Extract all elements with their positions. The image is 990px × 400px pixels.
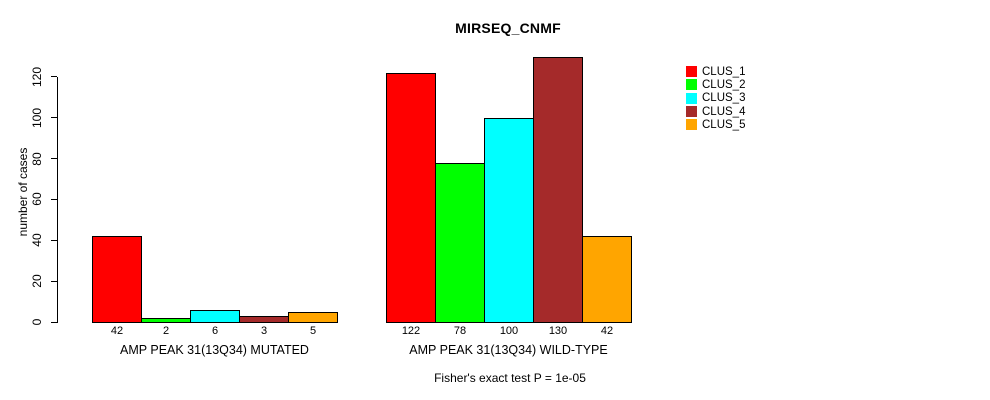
legend: CLUS_1 CLUS_2 CLUS_3 CLUS_4 CLUS_5 <box>686 65 745 131</box>
legend-swatch <box>686 106 697 118</box>
y-axis-tick-label: 40 <box>30 233 44 247</box>
bar-clus_2-group1 <box>141 317 191 323</box>
legend-label: CLUS_5 <box>702 118 746 131</box>
bar-value-label: 5 <box>309 325 317 337</box>
bar-clus_3-group1 <box>190 309 240 323</box>
y-axis-tick-label: 60 <box>30 192 44 207</box>
legend-item: CLUS_2 <box>686 78 745 91</box>
legend-item: CLUS_1 <box>686 65 745 78</box>
legend-label: CLUS_2 <box>702 78 746 91</box>
x-group-label-2: AMP PEAK 31(13Q34) WILD-TYPE <box>409 343 608 357</box>
bar-value-label: 42 <box>600 325 614 337</box>
bar-clus_4-group2 <box>533 56 583 323</box>
bar-clus_2-group2 <box>435 162 485 323</box>
bar-value-label: 78 <box>453 325 467 337</box>
legend-item: CLUS_3 <box>686 92 745 105</box>
bar-value-label: 2 <box>162 325 170 337</box>
legend-swatch <box>686 92 697 104</box>
bar-clus_1-group1 <box>92 236 142 323</box>
y-axis-tick <box>51 198 57 200</box>
bar-clus_5-group2 <box>582 236 632 323</box>
y-axis-tick <box>51 158 57 160</box>
y-axis-tick-label: 20 <box>30 274 44 288</box>
bar-value-label: 100 <box>499 325 519 337</box>
fisher-test-annotation: Fisher's exact test P = 1e-05 <box>434 371 586 385</box>
bar-value-label: 42 <box>110 325 124 337</box>
x-group-label-1: AMP PEAK 31(13Q34) MUTATED <box>120 343 309 357</box>
y-axis-tick <box>51 280 57 282</box>
legend-label: CLUS_3 <box>702 92 746 105</box>
y-axis-tick <box>51 321 57 323</box>
legend-label: CLUS_4 <box>702 105 746 118</box>
bar-clus_3-group2 <box>484 117 534 323</box>
legend-label: CLUS_1 <box>702 65 746 78</box>
bar-value-label: 3 <box>260 325 268 337</box>
y-axis-tick-label: 80 <box>30 151 44 166</box>
y-axis-line <box>57 77 58 323</box>
y-axis-tick <box>51 239 57 241</box>
legend-swatch <box>686 119 697 131</box>
legend-item: CLUS_5 <box>686 118 745 131</box>
y-axis-tick-label: 100 <box>30 107 44 128</box>
y-axis-tick-label: 0 <box>30 318 44 326</box>
bar-clus_4-group1 <box>239 315 289 323</box>
bar-clus_5-group1 <box>288 311 338 323</box>
bar-clus_1-group2 <box>386 72 436 323</box>
y-axis-tick <box>51 76 57 78</box>
bar-value-label: 122 <box>401 325 421 337</box>
bar-value-label: 6 <box>211 325 219 337</box>
legend-swatch <box>686 79 697 91</box>
y-axis-tick-label: 120 <box>30 66 44 87</box>
chart-title: MIRSEQ_CNMF <box>455 20 561 36</box>
bar-value-label: 130 <box>548 325 568 337</box>
y-axis-tick <box>51 117 57 119</box>
legend-item: CLUS_4 <box>686 105 745 118</box>
legend-swatch <box>686 66 697 78</box>
